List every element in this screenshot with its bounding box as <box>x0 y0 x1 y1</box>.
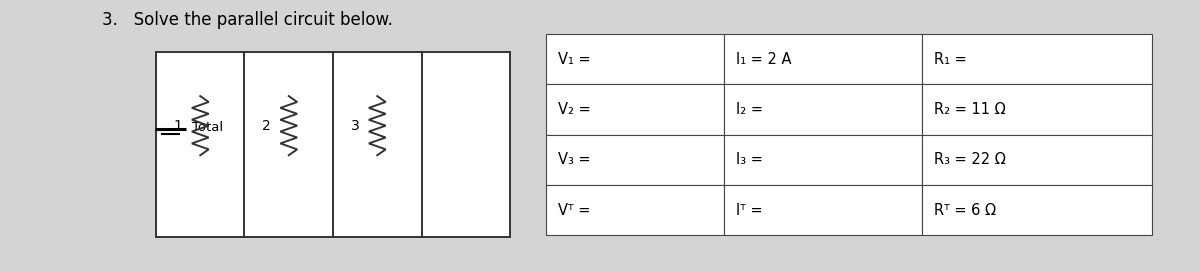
Text: I₁ = 2 A: I₁ = 2 A <box>736 52 791 67</box>
Text: 1: 1 <box>173 119 182 133</box>
Text: 2: 2 <box>262 119 271 133</box>
Text: R₃ = 22 Ω: R₃ = 22 Ω <box>934 152 1006 167</box>
Text: Rᵀ = 6 Ω: Rᵀ = 6 Ω <box>934 203 996 218</box>
Bar <box>922 84 1152 135</box>
Text: Total: Total <box>192 121 223 134</box>
Text: V₃ =: V₃ = <box>558 152 590 167</box>
Text: R₂ = 11 Ω: R₂ = 11 Ω <box>934 102 1006 117</box>
Text: Iᵀ =: Iᵀ = <box>736 203 762 218</box>
Bar <box>922 135 1152 185</box>
Text: 3: 3 <box>350 119 359 133</box>
Text: V₁ =: V₁ = <box>558 52 590 67</box>
Bar <box>724 185 922 235</box>
Bar <box>546 84 724 135</box>
Bar <box>546 34 724 84</box>
Text: Vᵀ =: Vᵀ = <box>558 203 590 218</box>
Text: I₂ =: I₂ = <box>736 102 763 117</box>
Bar <box>724 34 922 84</box>
Bar <box>922 34 1152 84</box>
Text: R₁ =: R₁ = <box>934 52 966 67</box>
Bar <box>546 135 724 185</box>
Bar <box>724 84 922 135</box>
Bar <box>922 185 1152 235</box>
Text: I₃ =: I₃ = <box>736 152 762 167</box>
Bar <box>724 135 922 185</box>
Bar <box>546 185 724 235</box>
Bar <box>156 52 510 237</box>
Text: 3.   Solve the parallel circuit below.: 3. Solve the parallel circuit below. <box>102 11 392 29</box>
Text: V₂ =: V₂ = <box>558 102 590 117</box>
